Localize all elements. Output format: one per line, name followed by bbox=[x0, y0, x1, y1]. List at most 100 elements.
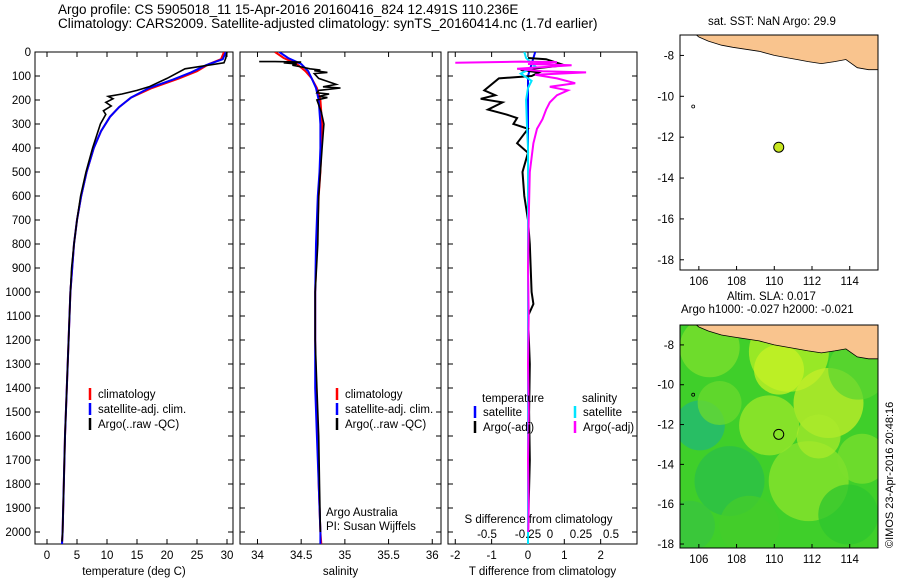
x-tick-label-difference: 1 bbox=[561, 550, 567, 562]
s-axis-label: S difference from climatology bbox=[464, 514, 612, 526]
credit-text: ©IMOS 23-Apr-2016 20:48:16 bbox=[884, 401, 896, 548]
legend-header-salinity: salinity bbox=[582, 393, 617, 405]
map-x-tick-label: 112 bbox=[803, 276, 821, 288]
sla-blob bbox=[739, 395, 800, 456]
y-tick-label: 400 bbox=[12, 143, 31, 155]
x-tick-label-temperature: 25 bbox=[191, 550, 204, 562]
series-line-temperature-2 bbox=[61, 52, 228, 542]
x-tick-label-salinity: 35.5 bbox=[377, 550, 399, 562]
map-x-tick-label: 112 bbox=[803, 554, 821, 566]
header-line2: Climatology: CARS2009. Satellite-adjuste… bbox=[58, 16, 598, 31]
series-line-difference-1 bbox=[480, 57, 565, 533]
map-content-bottom bbox=[680, 325, 878, 548]
series-line-salinity-1 bbox=[278, 52, 322, 544]
y-tick-label: 800 bbox=[12, 239, 31, 251]
y-tick-label: 1900 bbox=[5, 503, 31, 515]
map-x-tick-label: 108 bbox=[727, 554, 746, 566]
map-x-tick-label: 110 bbox=[765, 276, 783, 288]
bottom-map-title-2: Argo h1000: -0.027 h2000: -0.021 bbox=[681, 304, 854, 316]
sla-blob bbox=[796, 414, 841, 459]
java-landmass bbox=[680, 325, 878, 360]
map-x-tick-label: 114 bbox=[841, 276, 860, 288]
argo-float-marker-top bbox=[773, 141, 785, 153]
java-landmass bbox=[680, 35, 878, 71]
sla-blob bbox=[680, 500, 715, 548]
map-y-tick-label: -14 bbox=[657, 173, 674, 185]
y-tick-label: 900 bbox=[12, 263, 31, 275]
legend-label: satellite bbox=[583, 407, 622, 419]
legend-label: satellite bbox=[483, 407, 522, 419]
legend-label: Argo(..raw -QC) bbox=[345, 419, 426, 431]
legend-label: climatology bbox=[98, 389, 156, 401]
map-frame-bottom bbox=[679, 324, 879, 549]
y-tick-label: 700 bbox=[12, 215, 31, 227]
legend-header-temperature: temperature bbox=[482, 393, 544, 405]
map-y-tick-label: -12 bbox=[657, 132, 674, 144]
s-tick-label: -0.25 bbox=[515, 529, 541, 541]
y-tick-label: 200 bbox=[12, 95, 31, 107]
series-line-salinity-2 bbox=[259, 60, 341, 533]
y-tick-label: 1300 bbox=[5, 359, 31, 371]
map-x-tick-label: 114 bbox=[841, 554, 860, 566]
s-tick-label: -0.5 bbox=[477, 529, 497, 541]
map-x-tick-label: 108 bbox=[727, 276, 746, 288]
y-tick-label: 1400 bbox=[5, 383, 31, 395]
map-y-tick-label: -8 bbox=[664, 50, 674, 62]
map-frame-top bbox=[679, 34, 879, 271]
x-tick-label-difference: 0 bbox=[525, 550, 531, 562]
sla-blob bbox=[697, 381, 742, 426]
y-tick-label: 2000 bbox=[5, 527, 31, 539]
map-y-tick-label: -10 bbox=[657, 380, 674, 392]
x-tick-label-temperature: 20 bbox=[161, 550, 174, 562]
bottom-map-title-1: Altim. SLA: 0.017 bbox=[727, 291, 816, 303]
panel-frame-salinity bbox=[239, 51, 442, 545]
y-tick-label: 300 bbox=[12, 119, 31, 131]
x-tick-label-salinity: 35 bbox=[338, 550, 351, 562]
y-tick-label: 1200 bbox=[5, 335, 31, 347]
y-tick-label: 1000 bbox=[5, 287, 31, 299]
x-axis-label-difference: T difference from climatology bbox=[469, 566, 616, 578]
y-tick-label: 0 bbox=[25, 47, 31, 59]
y-tick-label: 1700 bbox=[5, 455, 31, 467]
map-x-tick-label: 110 bbox=[765, 554, 783, 566]
legend-label: Argo(-adj) bbox=[483, 422, 534, 434]
x-tick-label-temperature: 10 bbox=[101, 550, 114, 562]
y-tick-label: 500 bbox=[12, 167, 31, 179]
y-tick-label: 1500 bbox=[5, 407, 31, 419]
sla-blob bbox=[837, 433, 878, 484]
sla-blob bbox=[680, 325, 740, 378]
sla-blob bbox=[754, 344, 804, 395]
panel-frame-temperature bbox=[34, 51, 234, 545]
map-y-tick-label: -18 bbox=[657, 539, 674, 551]
x-tick-label-salinity: 34 bbox=[251, 550, 264, 562]
series-line-temperature-0 bbox=[61, 52, 225, 544]
legend-label: Argo(-adj) bbox=[583, 422, 634, 434]
y-tick-label: 1100 bbox=[6, 311, 31, 323]
map-y-tick-label: -14 bbox=[657, 459, 674, 471]
x-axis-label-salinity: salinity bbox=[323, 566, 358, 578]
s-tick-label: 0.25 bbox=[570, 529, 592, 541]
x-tick-label-temperature: 0 bbox=[44, 550, 50, 562]
s-tick-label: 0.5 bbox=[603, 529, 619, 541]
x-tick-label-difference: 2 bbox=[597, 550, 603, 562]
top-map-title: sat. SST: NaN Argo: 29.9 bbox=[708, 16, 836, 28]
christmas-island bbox=[691, 104, 696, 109]
x-tick-label-salinity: 34.5 bbox=[290, 550, 312, 562]
y-tick-label: 1600 bbox=[5, 431, 31, 443]
panel-frame-difference bbox=[447, 51, 638, 545]
legend-label: satellite-adj. clim. bbox=[345, 404, 433, 416]
series-line-difference-3 bbox=[455, 60, 587, 533]
x-tick-label-difference: -2 bbox=[450, 550, 460, 562]
y-tick-label: 600 bbox=[12, 191, 31, 203]
map-y-tick-label: -18 bbox=[657, 255, 674, 267]
x-tick-label-temperature: 5 bbox=[74, 550, 80, 562]
x-tick-label-difference: -1 bbox=[486, 550, 496, 562]
map-y-tick-label: -16 bbox=[657, 499, 674, 511]
legend-label: satellite-adj. clim. bbox=[98, 404, 186, 416]
map-x-tick-label: 106 bbox=[689, 554, 708, 566]
series-line-temperature-1 bbox=[61, 52, 227, 544]
legend-label: climatology bbox=[345, 389, 403, 401]
sla-blob bbox=[719, 495, 780, 548]
